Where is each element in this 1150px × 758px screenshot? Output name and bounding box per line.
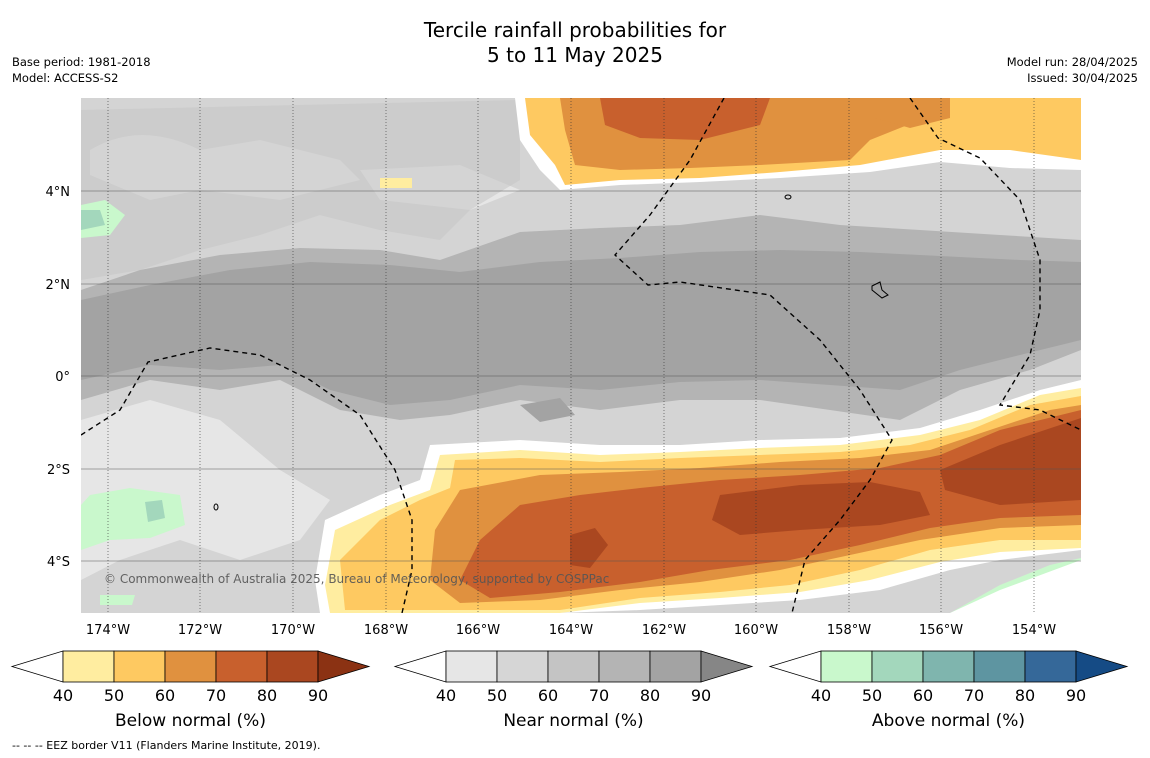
- colorbar-tick-label: 50: [104, 686, 124, 705]
- colorbar-legends: 40 50 60 70 80 90 Below normal (%) 40 50 60 70 80 90…: [10, 650, 1129, 731]
- below-normal-80-patch: [570, 528, 608, 568]
- lat-label: 2°N: [46, 278, 71, 293]
- lon-label: 164°W: [549, 623, 593, 638]
- model-run: Model run: 28/04/2025: [1006, 55, 1138, 69]
- below-normal-60-patch: [875, 98, 950, 128]
- colorbar-above: 40 50 60 70 80 90 Above normal (%): [768, 650, 1129, 731]
- colorbar-title: Near normal (%): [503, 711, 643, 731]
- colorbar-segment: [922, 650, 975, 683]
- below-normal-80-patch: [712, 482, 930, 535]
- title-line-1: Tercile rainfall probabilities for: [423, 18, 727, 42]
- colorbar-below: 40 50 60 70 80 90 Below normal (%): [10, 650, 371, 731]
- colorbar-tick-label: 60: [155, 686, 175, 705]
- lon-label: 170°W: [271, 623, 315, 638]
- colorbar-over-triangle: [317, 650, 371, 683]
- colorbar-segment: [1024, 650, 1077, 683]
- near-normal-80-band: [81, 250, 1081, 405]
- colorbar-tick-label: 80: [257, 686, 277, 705]
- colorbar-segment: [547, 650, 600, 683]
- meridians: [107, 98, 1035, 613]
- colorbar-tick-label: 90: [308, 686, 328, 705]
- colorbar-segment: [649, 650, 702, 683]
- colorbar-tick-label: 40: [53, 686, 73, 705]
- near-normal-80-patch: [520, 398, 575, 422]
- lon-label: 172°W: [178, 623, 222, 638]
- colorbar-tick-label: 70: [206, 686, 226, 705]
- colorbar-segment: [266, 650, 319, 683]
- lon-label: 160°W: [734, 623, 778, 638]
- colorbar-tick-label: 40: [436, 686, 456, 705]
- title-line-2: 5 to 11 May 2025: [487, 43, 663, 67]
- below-normal-80-patch: [940, 418, 1081, 505]
- colorbar-segment: [496, 650, 549, 683]
- colorbar-tick-label: 60: [538, 686, 558, 705]
- longitude-labels: 174°W 172°W 170°W 168°W 166°W 164°W 162°…: [86, 623, 1056, 638]
- below-normal-40-patch: [380, 178, 412, 188]
- colorbar-tick-label: 60: [913, 686, 933, 705]
- lat-label: 2°S: [47, 463, 70, 478]
- above-normal-50-patch: [145, 500, 165, 522]
- metadata-left: Base period: 1981-2018 Model: ACCESS-S2: [12, 54, 151, 86]
- colorbar-over-triangle: [700, 650, 754, 683]
- colorbar-tick-label: 80: [1015, 686, 1035, 705]
- colorbar-tick-label: 40: [811, 686, 831, 705]
- colorbar-under-triangle: [10, 650, 64, 683]
- lat-label: 4°S: [47, 555, 70, 570]
- lon-label: 168°W: [364, 623, 408, 638]
- colorbar-segment: [215, 650, 268, 683]
- lat-label: 0°: [55, 370, 70, 385]
- metadata-right: Model run: 28/04/2025 Issued: 30/04/2025: [1007, 54, 1138, 86]
- lon-label: 174°W: [86, 623, 130, 638]
- below-normal-70-region: [600, 98, 770, 140]
- colorbar-segment: [973, 650, 1026, 683]
- colorbar-tick-label: 70: [589, 686, 609, 705]
- colorbar-segment: [113, 650, 166, 683]
- colorbar-title: Above normal (%): [872, 711, 1025, 731]
- map-fill-layer: © Commonwealth of Australia 2025, Bureau…: [81, 98, 1081, 613]
- lon-label: 154°W: [1012, 623, 1056, 638]
- lon-label: 158°W: [827, 623, 871, 638]
- colorbar-segment: [164, 650, 217, 683]
- above-normal-50-patch: [81, 210, 105, 230]
- colorbar-segment: [598, 650, 651, 683]
- lon-label: 162°W: [642, 623, 686, 638]
- colorbar-title: Below normal (%): [115, 711, 266, 731]
- colorbar-tick-label: 80: [640, 686, 660, 705]
- colorbar-under-triangle: [393, 650, 447, 683]
- model-name: Model: ACCESS-S2: [12, 71, 119, 85]
- eez-footnote: -- -- -- EEZ border V11 (Flanders Marine…: [12, 739, 321, 752]
- colorbar-segment: [820, 650, 873, 683]
- colorbar-under-triangle: [768, 650, 822, 683]
- copyright-notice: © Commonwealth of Australia 2025, Bureau…: [104, 572, 609, 586]
- colorbar-tick-label: 90: [691, 686, 711, 705]
- graticule: [81, 190, 1081, 562]
- colorbar-segment: [62, 650, 115, 683]
- issued-date: Issued: 30/04/2025: [1027, 71, 1138, 85]
- above-normal-40-patch: [100, 595, 135, 605]
- colorbar-near: 40 50 60 70 80 90 Near normal (%): [393, 650, 754, 731]
- lon-label: 166°W: [456, 623, 500, 638]
- colorbar-tick-label: 50: [487, 686, 507, 705]
- colorbar-tick-label: 90: [1066, 686, 1086, 705]
- base-period: Base period: 1981-2018: [12, 55, 151, 69]
- latitude-labels: 4°N 2°N 0° 2°S 4°S: [46, 185, 71, 570]
- colorbar-over-triangle: [1075, 650, 1129, 683]
- colorbar-tick-label: 50: [862, 686, 882, 705]
- map-title: Tercile rainfall probabilities for 5 to …: [0, 18, 1150, 68]
- colorbar-segment: [871, 650, 924, 683]
- colorbar-segment: [445, 650, 498, 683]
- colorbar-tick-label: 70: [964, 686, 984, 705]
- islands: [213, 194, 889, 511]
- eez-borders: [81, 98, 1081, 613]
- lat-label: 4°N: [46, 185, 71, 200]
- lon-label: 156°W: [919, 623, 963, 638]
- near-normal-60-band: [81, 100, 520, 280]
